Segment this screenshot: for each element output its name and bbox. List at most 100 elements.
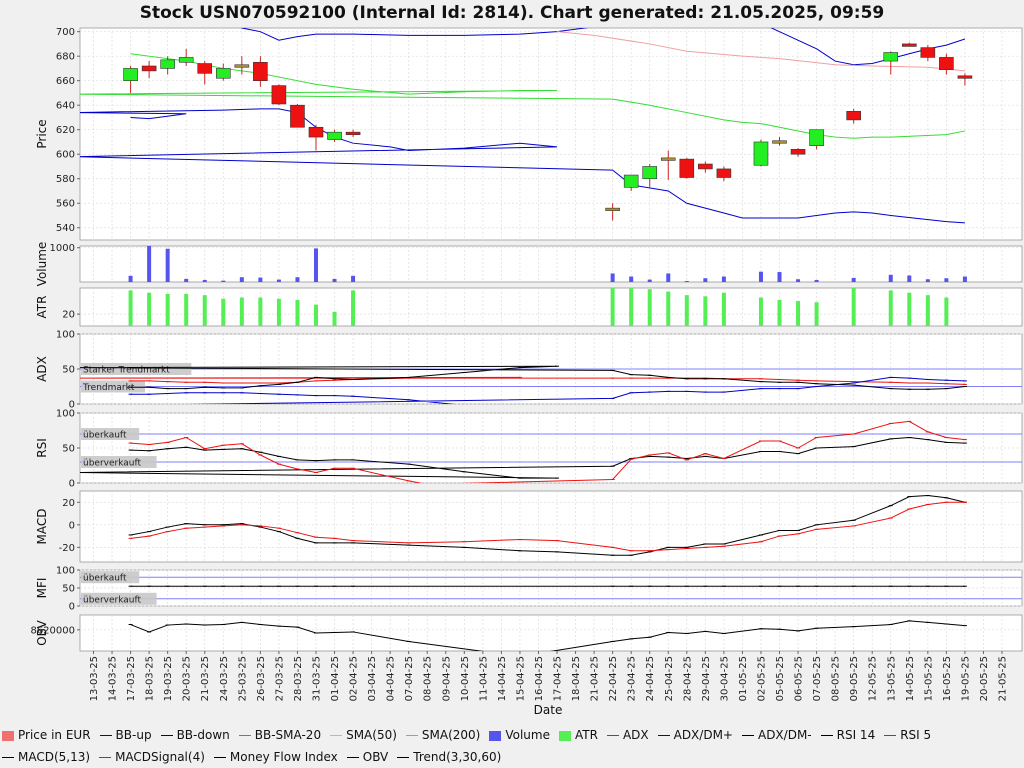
x-tick-label: 25-03-25 — [237, 656, 248, 701]
legend-label: Price in EUR — [18, 728, 91, 742]
legend-label: BB-SMA-20 — [254, 728, 322, 742]
legend-item: Price in EUR — [2, 724, 91, 746]
volume-bar — [888, 274, 893, 282]
atr-bar — [313, 304, 318, 326]
legend-marker-icon — [2, 757, 14, 758]
x-tick-label: 05-05-25 — [775, 656, 786, 701]
panel-macd: -20 0 20 MACD — [35, 490, 1023, 563]
atr-bar — [684, 295, 689, 326]
x-tick-label: 28-03-25 — [293, 656, 304, 701]
candle-body — [957, 75, 973, 79]
x-tick-label: 07-04-25 — [404, 656, 415, 701]
y-tick-label: 50 — [62, 444, 75, 455]
candle-body — [772, 140, 787, 144]
atr-bar — [221, 298, 226, 326]
volume-bar — [332, 278, 337, 282]
legend-item: SMA(50) — [330, 724, 397, 746]
legend-item: Trend(3,30,60) — [397, 746, 501, 768]
volume-bar — [814, 279, 819, 282]
x-tick-label: 10-04-25 — [460, 656, 471, 701]
x-tick-label: 20-05-25 — [979, 656, 990, 701]
legend-marker-icon — [820, 735, 833, 736]
x-tick-label: 08-04-25 — [423, 656, 434, 701]
series-line-rsi-14 — [80, 436, 965, 479]
y-tick-label: 8620000 — [30, 625, 75, 636]
x-tick-label: 12-05-25 — [868, 656, 879, 701]
panel-obv-bg — [79, 614, 1023, 652]
series-line-obv — [130, 620, 965, 651]
x-tick-label: 08-05-25 — [831, 656, 842, 701]
legend-label: ADX — [622, 728, 649, 742]
candle-body — [901, 43, 917, 47]
y-tick-label: 540 — [56, 223, 75, 234]
panel-volume-plot — [128, 246, 967, 282]
panel-macd-bg — [79, 490, 1023, 563]
y-axis-label-obv: OBV — [35, 619, 49, 645]
legend-item: Money Flow Index — [213, 746, 338, 768]
panel-atr-plot — [128, 288, 949, 326]
atr-bar — [610, 288, 615, 326]
candle-body — [345, 131, 361, 135]
candle-body — [327, 131, 342, 140]
y-tick-label: 580 — [56, 174, 75, 185]
reference-label: überkauft — [83, 574, 127, 584]
legend-line-icon — [99, 735, 112, 736]
legend-line-icon — [330, 735, 343, 736]
atr-bar — [907, 292, 912, 326]
atr-bar — [184, 293, 189, 326]
x-tick-label: 13-05-25 — [886, 656, 897, 701]
panel-price: 540 560 580 600 620 640 660 680 700 Price — [35, 27, 1023, 241]
legend-label: SMA(50) — [346, 728, 397, 742]
panel-mfi: 0 50 100 MFI überkauft überverkauft — [35, 566, 1023, 613]
candle-body — [160, 59, 175, 69]
legend-label: OBV — [362, 750, 389, 764]
candle-body — [141, 65, 157, 72]
panel-rsi-plot: überkauft überverkauft — [80, 420, 1022, 483]
x-tick-label: 17-04-25 — [553, 656, 564, 701]
y-tick-label: 100 — [56, 566, 75, 577]
candle-body — [920, 47, 936, 58]
series-line-macdsignal-4- — [130, 501, 965, 552]
legend-marker-icon — [884, 735, 897, 736]
x-tick-label: 17-03-25 — [126, 656, 137, 701]
volume-bar — [258, 277, 263, 282]
y-tick-label: 600 — [56, 150, 75, 161]
x-tick-label: 13-03-25 — [89, 656, 100, 701]
x-tick-label: 20-03-25 — [182, 656, 193, 701]
panel-macd-plot — [128, 495, 967, 556]
panel-obv-plot — [128, 620, 967, 651]
x-tick-label: 24-04-25 — [645, 656, 656, 701]
x-axis-label: Date — [534, 703, 563, 717]
y-tick-label: -20 — [59, 543, 75, 554]
reference-label-bg — [81, 363, 192, 375]
atr-bar — [851, 288, 856, 326]
legend-item: ADX — [606, 724, 649, 746]
x-tick-label: 15-05-25 — [923, 656, 934, 701]
candle-body — [660, 157, 676, 161]
series-line-bb-down — [80, 108, 965, 224]
y-tick-label: 700 — [56, 27, 75, 38]
panel-rsi: 0 50 100 RSI überkauft überverkauft — [35, 409, 1023, 490]
candle-body — [716, 168, 732, 178]
y-axis-label-rsi: RSI — [35, 438, 49, 458]
x-tick-label: 29-04-25 — [701, 656, 712, 701]
volume-bar — [796, 279, 801, 282]
x-tick-label: 18-04-25 — [571, 656, 582, 701]
legend-label: MACD(5,13) — [18, 750, 91, 764]
candle-body — [883, 52, 899, 62]
legend-swatch-icon — [2, 730, 14, 741]
series-line-sma-50- — [556, 31, 965, 72]
panel-price-plot — [80, 28, 973, 224]
volume-bar — [276, 279, 281, 282]
reference-label-bg — [81, 380, 145, 393]
legend-item: MACDSignal(4) — [99, 746, 205, 768]
volume-bar — [758, 271, 763, 282]
panel-mfi-plot: überkauft überverkauft — [80, 571, 1022, 605]
legend-line-icon — [397, 757, 410, 758]
stock-chart: Stock USN070592100 (Internal Id: 2814). … — [30, 3, 1023, 717]
x-tick-label: 14-05-25 — [905, 656, 916, 701]
legend-item: Volume — [489, 724, 550, 746]
volume-bar — [684, 280, 689, 282]
volume-bar — [629, 276, 634, 282]
candle-body — [290, 104, 305, 128]
